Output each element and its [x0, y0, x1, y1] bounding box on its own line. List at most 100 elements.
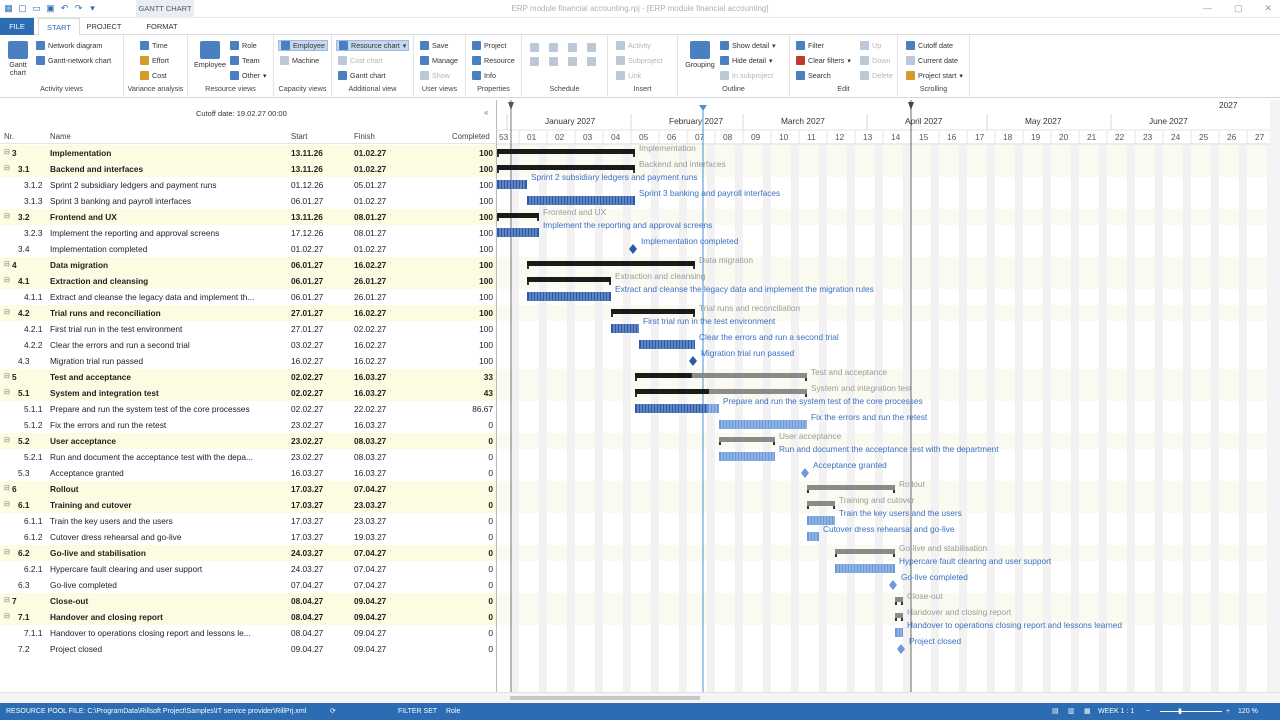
resource-properties-button[interactable]: Resource: [472, 56, 515, 65]
week-zoom-icon[interactable]: ▦: [1084, 708, 1091, 715]
table-row[interactable]: 3.1.2 Sprint 2 subsidiary ledgers and pay…: [0, 177, 496, 193]
table-row[interactable]: 7.1.1 Handover to operations closing repo…: [0, 625, 496, 641]
table-row[interactable]: ⊟ 6.1 Training and cutover 17.03.27 23.03.27…: [0, 497, 496, 513]
machine-button[interactable]: Machine: [280, 56, 319, 65]
capacity-employee-button[interactable]: Employee: [278, 40, 328, 51]
in-subproject-button[interactable]: In subproject: [720, 71, 773, 80]
customize-icon[interactable]: ▾: [90, 3, 95, 13]
collapse-toggle-icon[interactable]: ⊟: [4, 501, 10, 508]
table-row[interactable]: 4.2.1 First trial run in the test environ…: [0, 321, 496, 337]
gantt-chart-button[interactable]: Gantt chart: [4, 41, 32, 77]
tab-start[interactable]: START: [38, 18, 80, 35]
table-row[interactable]: ⊟ 5.2 User acceptance 23.02.27 08.03.27 0: [0, 433, 496, 449]
collapse-toggle-icon[interactable]: ⊟: [4, 549, 10, 556]
delete-button[interactable]: Delete: [860, 71, 893, 80]
zoom-thumb[interactable]: ▮: [1178, 708, 1182, 715]
schedule-icon[interactable]: [568, 43, 577, 52]
scroll-thumb[interactable]: [510, 696, 700, 700]
down-button[interactable]: Down: [860, 56, 890, 65]
collapse-toggle-icon[interactable]: ⊟: [4, 597, 10, 604]
table-row[interactable]: 3.1.3 Sprint 3 banking and payroll interf…: [0, 193, 496, 209]
other-button[interactable]: Other ▾: [230, 71, 267, 80]
collapse-toggle-icon[interactable]: ⊟: [4, 373, 10, 380]
table-row[interactable]: ⊟ 7 Close-out 08.04.27 09.04.27 0: [0, 593, 496, 609]
table-row[interactable]: 6.2.1 Hypercare fault clearing and user s…: [0, 561, 496, 577]
table-row[interactable]: ⊟ 3 Implementation 13.11.26 01.02.27 100: [0, 145, 496, 161]
save-icon[interactable]: ▣: [46, 3, 55, 13]
project-start-button[interactable]: Project start ▾: [906, 71, 963, 80]
network-diagram-button[interactable]: Network diagram: [36, 41, 102, 50]
splitter[interactable]: [496, 100, 497, 692]
subproject-button[interactable]: Subproject: [616, 56, 662, 65]
view-split-icon[interactable]: ▥: [1068, 708, 1075, 715]
column-nr[interactable]: Nr.: [4, 132, 14, 141]
table-row[interactable]: 5.1.2 Fix the errors and run the retest 23…: [0, 417, 496, 433]
zoom-slider[interactable]: [1160, 711, 1222, 712]
table-row[interactable]: 7.2 Project closed 09.04.27 09.04.27 0: [0, 641, 496, 657]
minimize-icon[interactable]: —: [1202, 3, 1212, 13]
collapse-toggle-icon[interactable]: ⊟: [4, 213, 10, 220]
table-row[interactable]: ⊟ 5 Test and acceptance 02.02.27 16.03.27 33: [0, 369, 496, 385]
resource-chart-button[interactable]: Resource chart ▾: [336, 40, 410, 51]
gantt-chart[interactable]: 2027 January 2027 February 2027 March 2027 A…: [497, 100, 1270, 692]
cost-button[interactable]: Cost: [140, 71, 167, 80]
tab-file[interactable]: FILE: [0, 18, 34, 35]
collapse-toggle-icon[interactable]: ⊟: [4, 149, 10, 156]
table-row[interactable]: 5.1.1 Prepare and run the system test of …: [0, 401, 496, 417]
up-button[interactable]: Up: [860, 41, 881, 50]
activity-button[interactable]: Activity: [616, 41, 651, 50]
gantt-network-button[interactable]: Gantt-network chart: [36, 56, 111, 65]
table-row[interactable]: 5.2.1 Run and document the acceptance tes…: [0, 449, 496, 465]
info-button[interactable]: Info: [472, 71, 496, 80]
time-button[interactable]: Time: [140, 41, 168, 50]
project-properties-button[interactable]: Project: [472, 41, 506, 50]
column-name[interactable]: Name: [50, 132, 71, 141]
collapse-toggle-icon[interactable]: ⊟: [4, 389, 10, 396]
collapse-toggle-icon[interactable]: ⊟: [4, 309, 10, 316]
schedule-icon[interactable]: [587, 57, 596, 66]
table-row[interactable]: ⊟ 4.1 Extraction and cleansing 06.01.27 26.0…: [0, 273, 496, 289]
table-row[interactable]: 6.1.1 Train the key users and the users 17…: [0, 513, 496, 529]
table-row[interactable]: ⊟ 4.2 Trial runs and reconciliation 27.01.2…: [0, 305, 496, 321]
table-row[interactable]: ⊟ 5.1 System and integration test 02.02.27 1…: [0, 385, 496, 401]
table-row[interactable]: 6.1.2 Cutover dress rehearsal and go-live…: [0, 529, 496, 545]
table-row[interactable]: 3.2.3 Implement the reporting and approva…: [0, 225, 496, 241]
manage-button[interactable]: Manage: [420, 56, 458, 65]
team-button[interactable]: Team: [230, 56, 260, 65]
tab-project[interactable]: PROJECT: [86, 22, 122, 31]
table-row[interactable]: ⊟ 3.2 Frontend and UX 13.11.26 08.01.27 100: [0, 209, 496, 225]
collapse-toggle-icon[interactable]: ⊟: [4, 277, 10, 284]
table-row[interactable]: ⊟ 4 Data migration 06.01.27 16.02.27 100: [0, 257, 496, 273]
collapse-table-icon[interactable]: «: [484, 108, 489, 117]
filter-button[interactable]: Filter: [796, 41, 824, 50]
schedule-icon[interactable]: [549, 57, 558, 66]
schedule-icon[interactable]: [530, 57, 539, 66]
schedule-icon[interactable]: [568, 57, 577, 66]
close-icon[interactable]: ✕: [1264, 3, 1272, 13]
table-row[interactable]: 4.1.1 Extract and cleanse the legacy data…: [0, 289, 496, 305]
cost-chart-button[interactable]: Cost chart: [338, 56, 383, 65]
search-button[interactable]: Search: [796, 71, 831, 80]
table-row[interactable]: 5.3 Acceptance granted 16.03.27 16.03.27 0: [0, 465, 496, 481]
show-button[interactable]: Show: [420, 71, 450, 80]
save-view-button[interactable]: Save: [420, 41, 448, 50]
collapse-toggle-icon[interactable]: ⊟: [4, 437, 10, 444]
collapse-toggle-icon[interactable]: ⊟: [4, 165, 10, 172]
effort-button[interactable]: Effort: [140, 56, 169, 65]
vertical-scrollbar[interactable]: [1270, 100, 1280, 692]
table-row[interactable]: ⊟ 6.2 Go-live and stabilisation 24.03.27 07.…: [0, 545, 496, 561]
schedule-icon[interactable]: [587, 43, 596, 52]
schedule-icon[interactable]: [549, 43, 558, 52]
column-finish[interactable]: Finish: [354, 132, 375, 141]
refresh-icon[interactable]: ⟳: [330, 708, 336, 715]
cutoff-date-button[interactable]: Cutoff date: [906, 41, 953, 50]
current-date-button[interactable]: Current date: [906, 56, 958, 65]
redo-icon[interactable]: ↷: [74, 3, 83, 13]
gantt-chart-sub-button[interactable]: Gantt chart: [338, 71, 386, 80]
link-button[interactable]: Link: [616, 71, 641, 80]
clear-filters-button[interactable]: Clear filters ▾: [796, 56, 851, 65]
table-row[interactable]: 3.4 Implementation completed 01.02.27 01.02…: [0, 241, 496, 257]
table-row[interactable]: ⊟ 6 Rollout 17.03.27 07.04.27 0: [0, 481, 496, 497]
role-button[interactable]: Role: [230, 41, 257, 50]
open-icon[interactable]: ▭: [32, 3, 41, 13]
